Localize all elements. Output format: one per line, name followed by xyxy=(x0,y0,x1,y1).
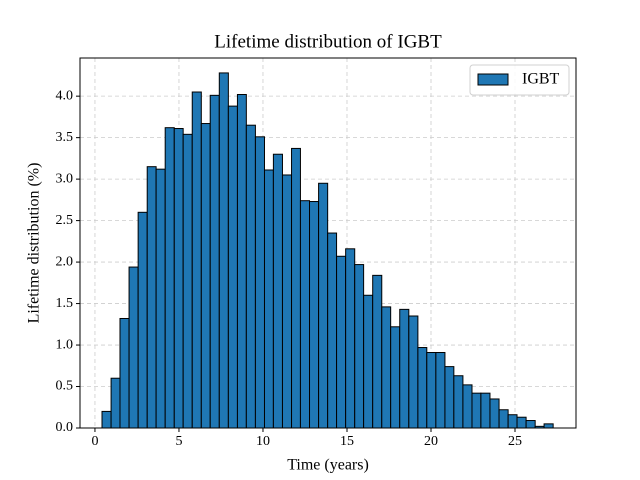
y-tick-label: 0.5 xyxy=(56,379,74,394)
x-tick-label: 20 xyxy=(424,434,438,449)
legend-swatch xyxy=(477,73,509,86)
legend-label: IGBT xyxy=(522,71,560,88)
x-tick-label: 5 xyxy=(175,434,182,449)
bar xyxy=(146,166,157,429)
bar xyxy=(218,72,229,429)
y-tick-label: 2.0 xyxy=(56,254,74,269)
bar xyxy=(444,366,455,429)
bar xyxy=(435,352,446,429)
x-tick-label: 0 xyxy=(91,434,98,449)
y-tick-label: 3.5 xyxy=(56,130,74,145)
bar xyxy=(200,123,211,429)
y-tick-label: 1.5 xyxy=(56,296,74,311)
bar xyxy=(254,136,265,429)
y-tick-label: 3.0 xyxy=(56,171,74,186)
bar xyxy=(390,326,401,429)
bar xyxy=(399,308,410,429)
bar xyxy=(327,232,338,429)
bar xyxy=(507,414,518,429)
bar xyxy=(543,423,554,429)
bar xyxy=(462,384,473,429)
legend-box xyxy=(469,64,570,96)
y-tick-label: 0.0 xyxy=(56,420,74,435)
bar xyxy=(164,127,175,429)
bar xyxy=(363,294,374,429)
bar xyxy=(372,274,383,429)
bar xyxy=(345,248,356,429)
bar xyxy=(471,392,482,429)
x-tick-label: 25 xyxy=(508,434,522,449)
bar xyxy=(236,94,247,429)
chart-title: Lifetime distribution of IGBT xyxy=(214,31,442,52)
bar xyxy=(453,375,464,429)
bar xyxy=(245,124,256,429)
bar xyxy=(110,377,121,429)
bar xyxy=(182,133,193,429)
bar xyxy=(119,317,130,429)
x-axis-label: Time (years) xyxy=(287,457,369,474)
y-axis-label: Lifetime distribution (%) xyxy=(26,163,43,324)
y-tick-label: 2.5 xyxy=(56,213,74,228)
bar xyxy=(101,410,112,429)
y-tick-label: 1.0 xyxy=(56,337,74,352)
plot-frame xyxy=(79,57,577,429)
x-tick-label: 15 xyxy=(340,434,354,449)
bar xyxy=(263,169,274,429)
bar xyxy=(291,147,301,429)
bar xyxy=(498,409,509,429)
bar xyxy=(191,91,202,429)
bar xyxy=(128,266,139,429)
bar xyxy=(480,392,491,429)
x-tick-label: 10 xyxy=(256,434,270,449)
bar xyxy=(489,398,500,429)
bar xyxy=(173,128,184,429)
bar xyxy=(516,416,527,429)
bar xyxy=(426,352,437,429)
bar xyxy=(336,255,347,429)
bar xyxy=(417,347,428,429)
bar xyxy=(525,420,536,429)
bar xyxy=(137,211,148,429)
bar xyxy=(299,200,311,429)
bar xyxy=(227,105,238,429)
bar xyxy=(272,153,283,429)
bar xyxy=(318,182,329,429)
bar xyxy=(309,201,320,429)
bar xyxy=(155,168,166,429)
bar xyxy=(381,306,392,429)
y-tick-label: 4.0 xyxy=(56,88,74,103)
bar xyxy=(209,94,220,429)
bar xyxy=(281,174,293,429)
bar xyxy=(408,315,419,429)
bar xyxy=(354,264,365,429)
